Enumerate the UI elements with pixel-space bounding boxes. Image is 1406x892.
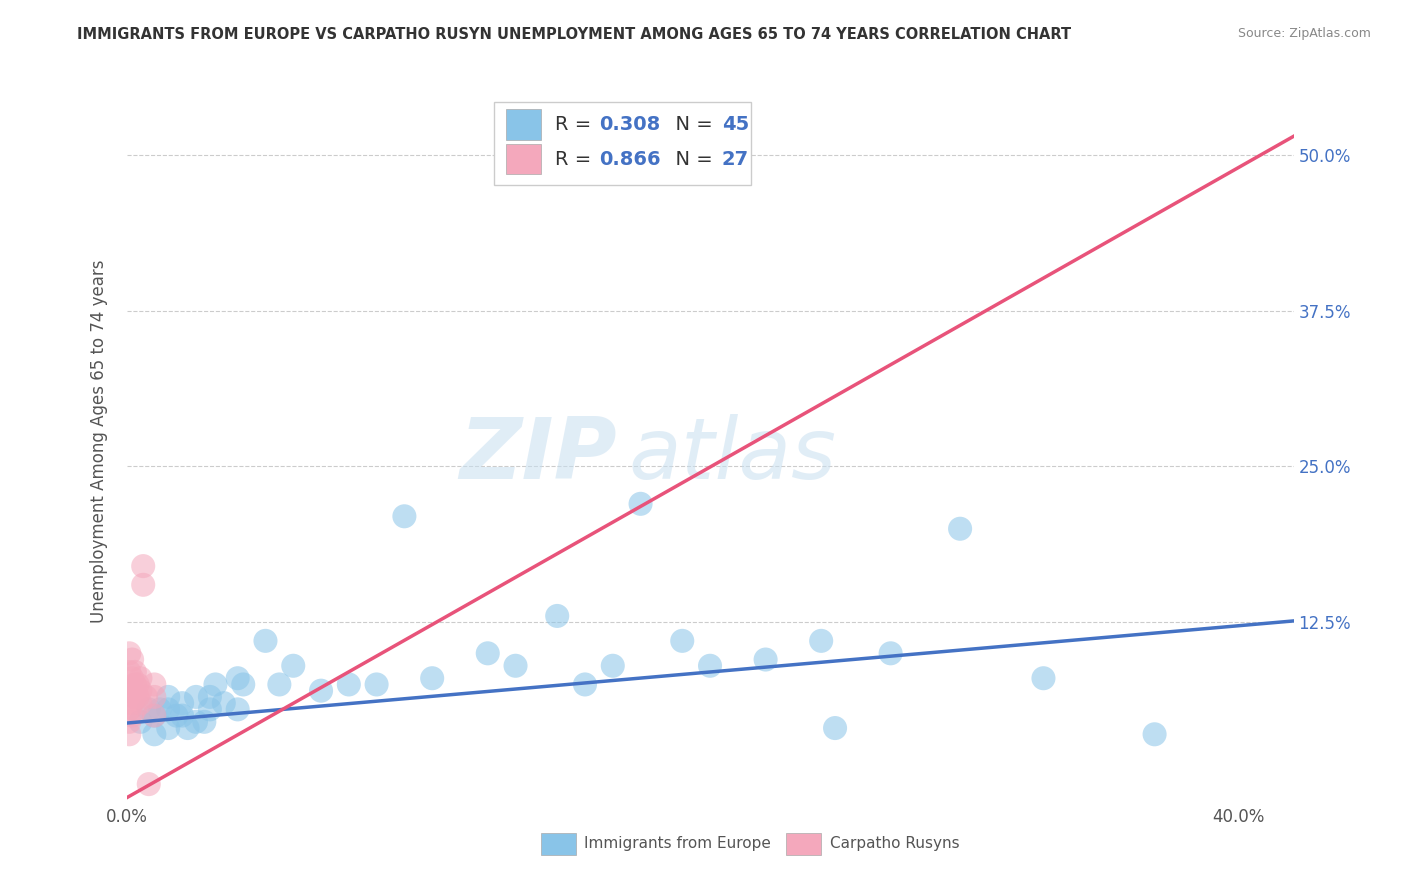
Point	[166, 708, 188, 723]
Point	[124, 665, 146, 679]
Point	[176, 721, 198, 735]
Text: 0.866: 0.866	[599, 150, 661, 169]
Point	[129, 714, 152, 729]
Point	[172, 708, 194, 723]
Point	[118, 665, 141, 679]
Text: ZIP: ZIP	[458, 415, 617, 498]
Text: Carpatho Rusyns: Carpatho Rusyns	[830, 837, 960, 852]
Text: Immigrants from Europe: Immigrants from Europe	[583, 837, 770, 852]
Point	[157, 721, 180, 735]
Point	[121, 652, 143, 666]
FancyBboxPatch shape	[506, 144, 541, 174]
Point	[198, 702, 221, 716]
Y-axis label: Unemployment Among Ages 65 to 74 years: Unemployment Among Ages 65 to 74 years	[90, 260, 108, 624]
Point	[172, 696, 194, 710]
Point	[630, 497, 652, 511]
Point	[124, 690, 146, 704]
Point	[121, 671, 143, 685]
Point	[810, 633, 832, 648]
Point	[127, 677, 149, 691]
Point	[1032, 671, 1054, 685]
Point	[198, 690, 221, 704]
Text: 45: 45	[721, 115, 749, 134]
Point	[124, 702, 146, 716]
Point	[949, 522, 972, 536]
Point	[118, 714, 141, 729]
Point	[149, 702, 172, 716]
Text: 27: 27	[721, 150, 749, 169]
Point	[546, 609, 568, 624]
Point	[121, 708, 143, 723]
Point	[755, 652, 778, 666]
Text: Source: ZipAtlas.com: Source: ZipAtlas.com	[1237, 27, 1371, 40]
Point	[699, 658, 721, 673]
Point	[226, 702, 249, 716]
Point	[118, 702, 141, 716]
Point	[184, 714, 207, 729]
Point	[226, 671, 249, 685]
Point	[118, 646, 141, 660]
Point	[143, 690, 166, 704]
Point	[193, 714, 215, 729]
Text: atlas: atlas	[628, 415, 837, 498]
FancyBboxPatch shape	[506, 109, 541, 139]
FancyBboxPatch shape	[494, 102, 751, 185]
Point	[118, 683, 141, 698]
Point	[283, 658, 305, 673]
Point	[129, 671, 152, 685]
Text: 0.308: 0.308	[599, 115, 661, 134]
Point	[1143, 727, 1166, 741]
Text: R =: R =	[555, 115, 598, 134]
Point	[143, 727, 166, 741]
Point	[420, 671, 443, 685]
Point	[127, 690, 149, 704]
Point	[124, 677, 146, 691]
Point	[157, 702, 180, 716]
Point	[254, 633, 277, 648]
Point	[129, 696, 152, 710]
Point	[269, 677, 291, 691]
Point	[143, 708, 166, 723]
Point	[212, 696, 235, 710]
Point	[129, 683, 152, 698]
Point	[118, 727, 141, 741]
FancyBboxPatch shape	[541, 833, 576, 855]
Point	[138, 702, 160, 716]
Point	[143, 708, 166, 723]
Point	[138, 777, 160, 791]
Point	[602, 658, 624, 673]
Point	[337, 677, 360, 691]
Point	[184, 690, 207, 704]
Point	[394, 509, 416, 524]
Text: N =: N =	[664, 150, 720, 169]
Point	[824, 721, 846, 735]
Point	[135, 690, 157, 704]
Text: IMMIGRANTS FROM EUROPE VS CARPATHO RUSYN UNEMPLOYMENT AMONG AGES 65 TO 74 YEARS : IMMIGRANTS FROM EUROPE VS CARPATHO RUSYN…	[77, 27, 1071, 42]
Point	[132, 578, 155, 592]
Point	[121, 683, 143, 698]
Point	[309, 683, 332, 698]
Text: N =: N =	[664, 115, 720, 134]
Point	[477, 646, 499, 660]
Point	[879, 646, 901, 660]
Text: R =: R =	[555, 150, 598, 169]
Point	[132, 559, 155, 574]
Point	[574, 677, 596, 691]
Point	[143, 677, 166, 691]
Point	[157, 690, 180, 704]
Point	[505, 658, 527, 673]
Point	[366, 677, 388, 691]
FancyBboxPatch shape	[786, 833, 821, 855]
Point	[121, 696, 143, 710]
Point	[671, 633, 693, 648]
Point	[232, 677, 254, 691]
Point	[204, 677, 226, 691]
